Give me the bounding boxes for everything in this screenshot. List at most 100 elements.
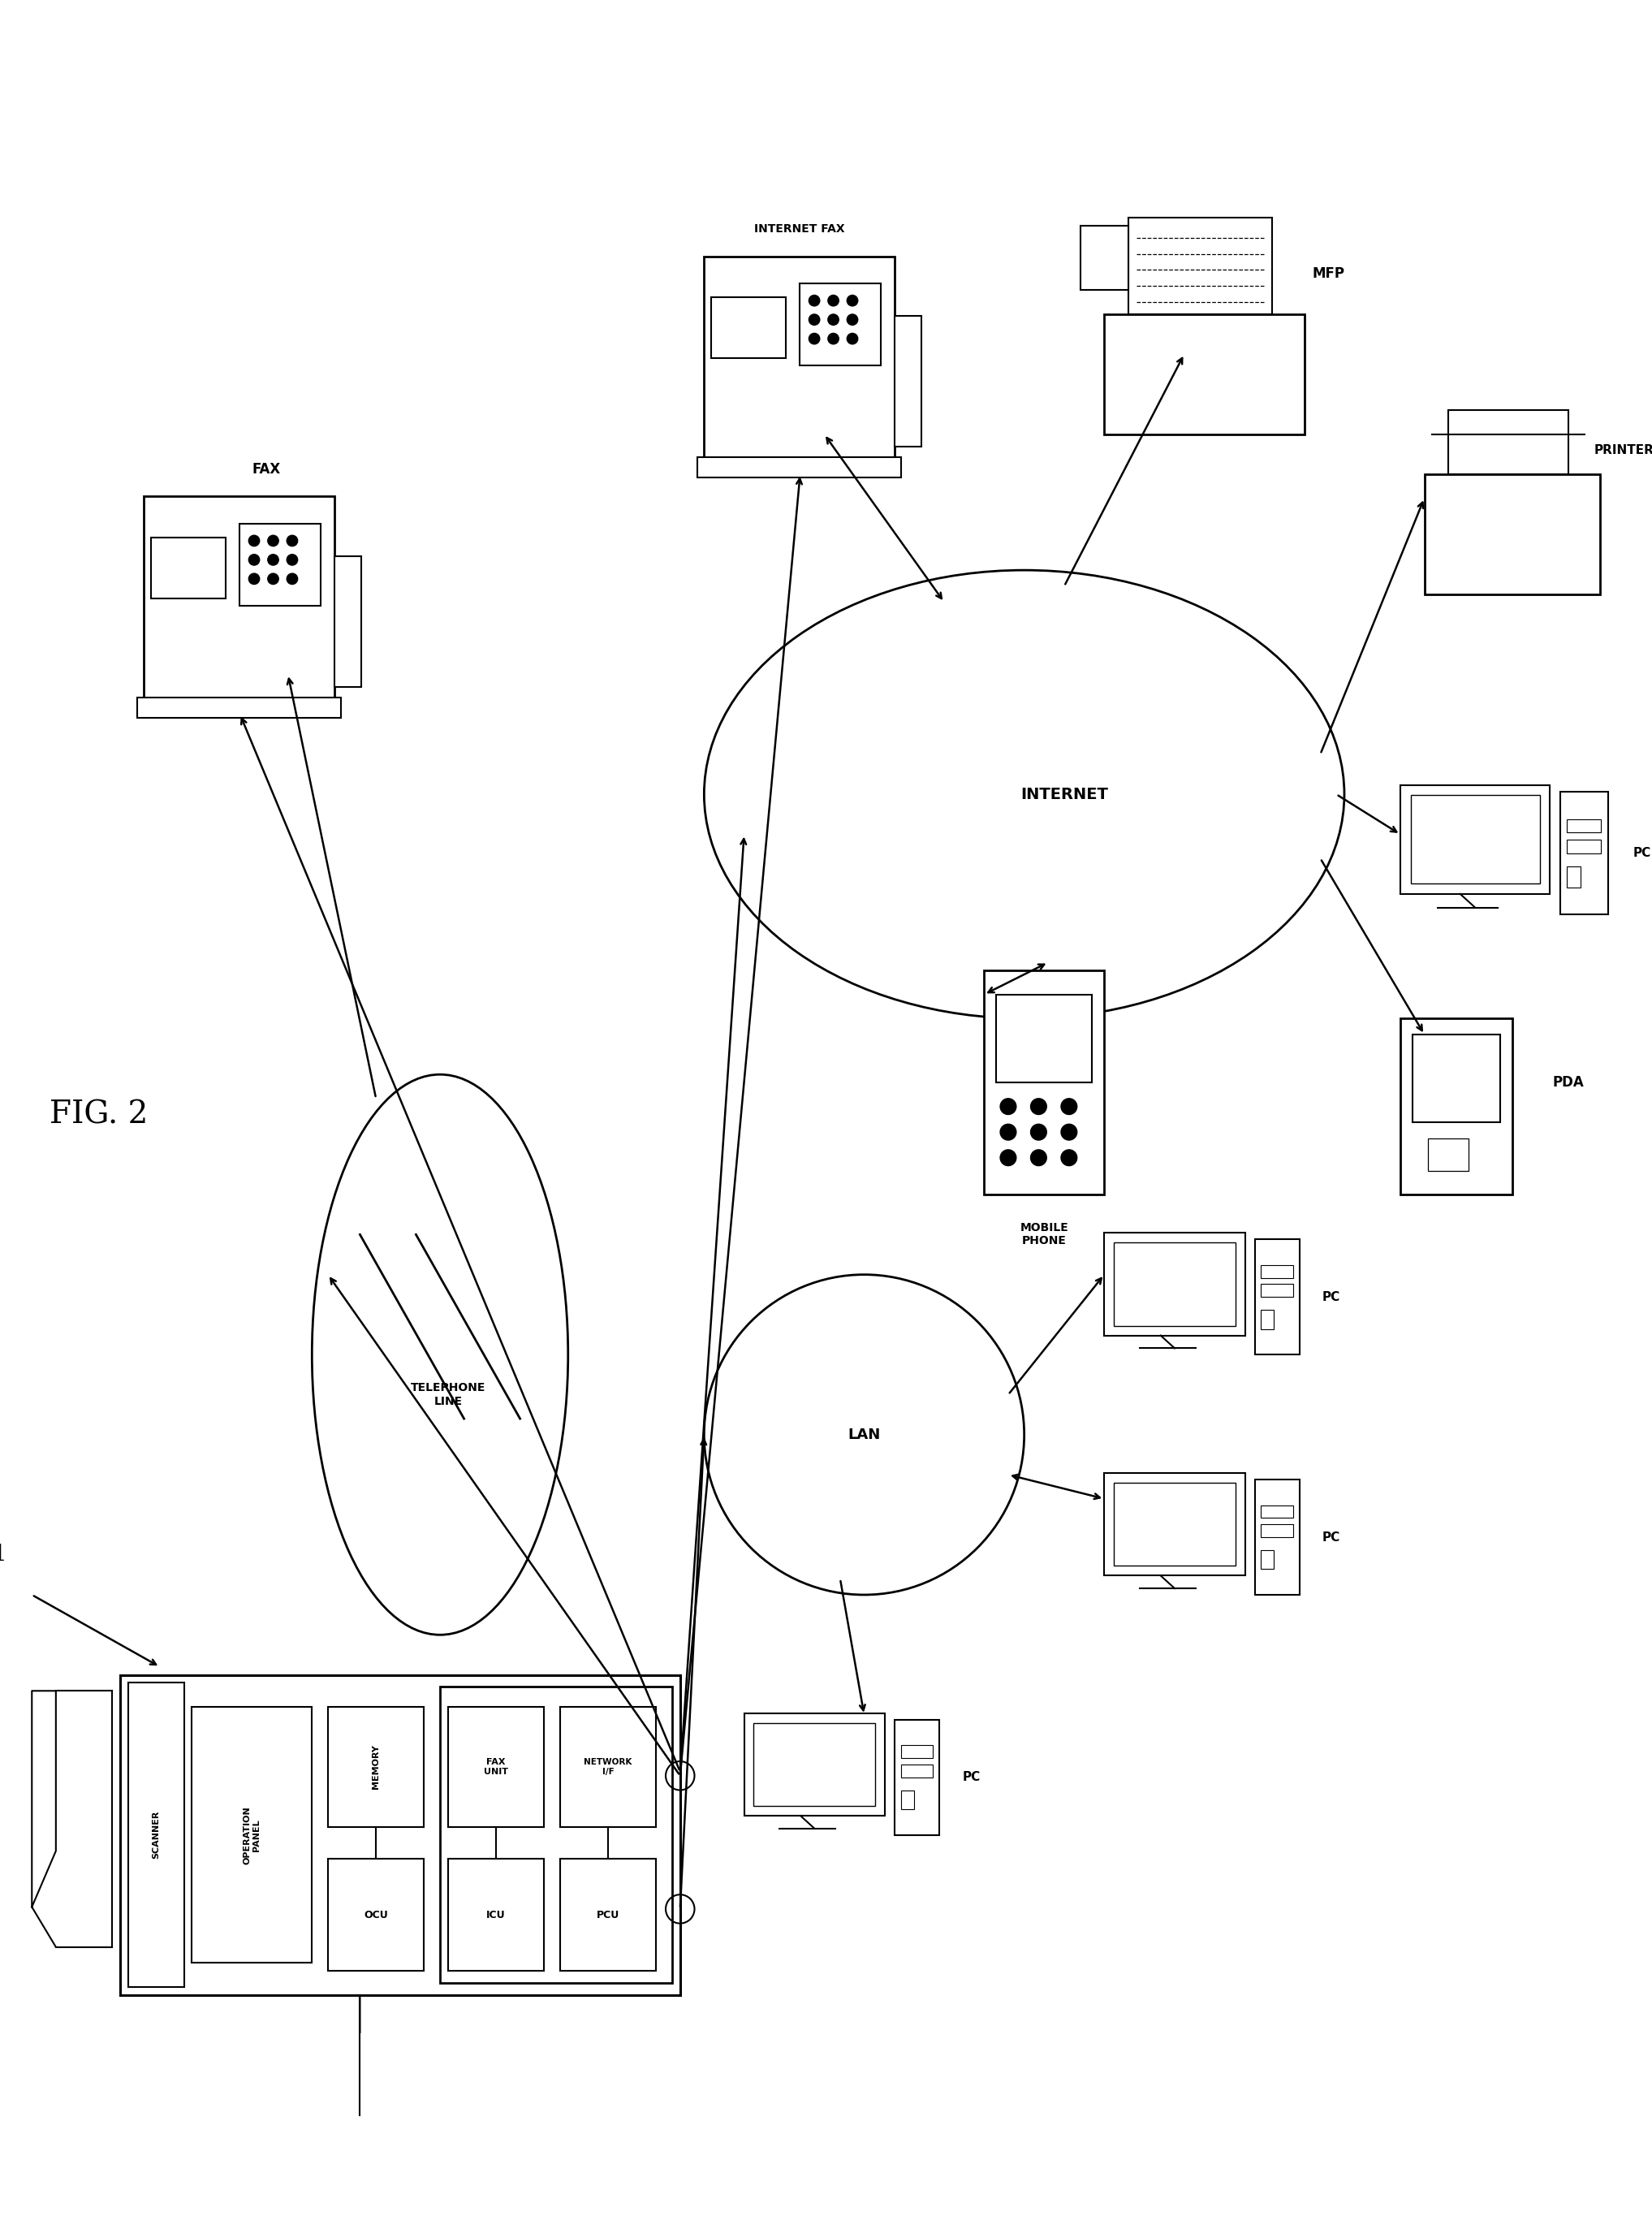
Circle shape xyxy=(847,314,857,325)
Bar xyxy=(137,698,342,718)
Circle shape xyxy=(847,294,857,305)
Circle shape xyxy=(1031,1150,1047,1166)
Bar xyxy=(1568,867,1581,887)
Bar xyxy=(127,1683,183,1986)
Circle shape xyxy=(809,294,819,305)
Bar xyxy=(1254,1239,1300,1355)
Text: LAN: LAN xyxy=(847,1427,881,1442)
Text: INTERNET FAX: INTERNET FAX xyxy=(753,223,844,234)
Bar xyxy=(1449,410,1568,475)
Circle shape xyxy=(1061,1099,1077,1114)
Circle shape xyxy=(287,573,297,584)
Circle shape xyxy=(999,1150,1016,1166)
Bar xyxy=(1128,218,1272,314)
Circle shape xyxy=(268,535,279,546)
Circle shape xyxy=(1031,1099,1047,1114)
Circle shape xyxy=(828,334,839,343)
Text: PRINTER: PRINTER xyxy=(1594,444,1652,457)
Bar xyxy=(704,256,895,475)
Text: MOBILE
PHONE: MOBILE PHONE xyxy=(1019,1221,1069,1246)
Bar xyxy=(800,283,881,366)
Text: SCANNER: SCANNER xyxy=(152,1810,160,1859)
Bar xyxy=(1411,796,1540,883)
Text: TELEPHONE
LINE: TELEPHONE LINE xyxy=(410,1382,486,1406)
Text: 1: 1 xyxy=(0,1545,7,1565)
Bar xyxy=(1260,1311,1274,1328)
Bar xyxy=(1559,791,1607,914)
Bar xyxy=(240,524,320,606)
Circle shape xyxy=(999,1123,1016,1139)
Bar xyxy=(334,557,362,687)
Bar xyxy=(900,1745,933,1759)
Text: OCU: OCU xyxy=(363,1910,388,1919)
Bar xyxy=(1113,1482,1236,1567)
Bar xyxy=(1424,475,1601,595)
Text: ICU: ICU xyxy=(486,1910,506,1919)
Circle shape xyxy=(999,1099,1016,1114)
Text: PDA: PDA xyxy=(1553,1074,1584,1090)
Circle shape xyxy=(249,535,259,546)
Circle shape xyxy=(809,314,819,325)
Circle shape xyxy=(287,555,297,566)
Text: OPERATION
PANEL: OPERATION PANEL xyxy=(243,1805,261,1863)
Text: MFP: MFP xyxy=(1312,267,1345,281)
Bar xyxy=(329,1707,425,1828)
Bar xyxy=(743,1714,885,1817)
Bar xyxy=(1568,840,1601,854)
Text: PC: PC xyxy=(1323,1291,1340,1304)
Bar xyxy=(192,1707,312,1964)
Bar xyxy=(439,1687,672,1984)
Bar xyxy=(1260,1284,1294,1297)
Bar xyxy=(448,1707,544,1828)
Circle shape xyxy=(828,294,839,305)
Text: PC: PC xyxy=(963,1772,980,1783)
Bar xyxy=(1401,785,1550,894)
Bar xyxy=(1254,1480,1300,1594)
Bar xyxy=(753,1723,876,1805)
Text: FAX: FAX xyxy=(253,461,281,477)
Bar xyxy=(710,296,786,359)
Bar xyxy=(1104,1473,1246,1576)
Bar xyxy=(1429,1139,1469,1170)
Circle shape xyxy=(249,573,259,584)
Bar xyxy=(900,1765,933,1777)
Circle shape xyxy=(1061,1150,1077,1166)
Bar xyxy=(996,994,1092,1083)
Circle shape xyxy=(249,555,259,566)
Bar xyxy=(560,1859,656,1970)
Bar xyxy=(985,970,1104,1195)
Text: PCU: PCU xyxy=(596,1910,620,1919)
Bar xyxy=(329,1859,425,1970)
Bar xyxy=(1260,1266,1294,1277)
Bar xyxy=(1104,1233,1246,1335)
Bar xyxy=(697,457,902,477)
Bar xyxy=(1260,1549,1274,1569)
Bar xyxy=(150,537,226,600)
Bar xyxy=(1104,314,1305,435)
Bar xyxy=(1260,1525,1294,1538)
Circle shape xyxy=(828,314,839,325)
Bar xyxy=(121,1674,681,1995)
Text: MEMORY: MEMORY xyxy=(372,1745,380,1790)
Bar xyxy=(1412,1034,1500,1123)
Bar xyxy=(448,1859,544,1970)
Bar xyxy=(895,1719,940,1834)
Bar xyxy=(1568,818,1601,834)
Bar xyxy=(1401,1019,1512,1195)
Circle shape xyxy=(1061,1123,1077,1139)
Bar xyxy=(144,497,334,713)
Text: FAX
UNIT: FAX UNIT xyxy=(484,1759,509,1777)
Text: NETWORK
I/F: NETWORK I/F xyxy=(583,1759,633,1777)
Bar xyxy=(1080,225,1128,290)
Text: PC: PC xyxy=(1632,847,1650,858)
Bar xyxy=(895,317,922,446)
Bar xyxy=(1260,1505,1294,1518)
Circle shape xyxy=(1031,1123,1047,1139)
Circle shape xyxy=(268,573,279,584)
Bar xyxy=(560,1707,656,1828)
Circle shape xyxy=(809,334,819,343)
Circle shape xyxy=(268,555,279,566)
Text: INTERNET: INTERNET xyxy=(1021,787,1108,802)
Text: FIG. 2: FIG. 2 xyxy=(50,1099,149,1130)
Bar xyxy=(900,1790,914,1810)
